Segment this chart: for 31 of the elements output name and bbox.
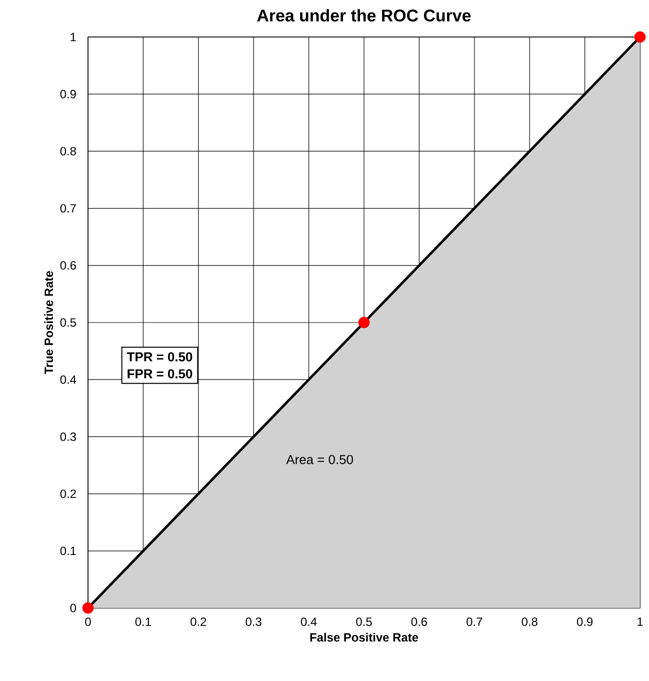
- point: [358, 316, 370, 328]
- y-tick-label: 0.7: [60, 204, 76, 213]
- annotation: Area = 0.50: [286, 454, 353, 464]
- point: [634, 31, 646, 43]
- x-tick-label: 1: [638, 618, 643, 626]
- x-tick-label: 0.1: [135, 618, 151, 626]
- annotation: TPR = 0.50: [126, 352, 192, 362]
- y-tick-label: 0.1: [60, 546, 76, 556]
- point: [82, 602, 94, 614]
- y-tick-label: 0.8: [60, 146, 76, 156]
- x-tick-label: 0.9: [576, 618, 593, 626]
- x-tick-label: 0.8: [522, 618, 538, 626]
- y-tick-label: 0.4: [60, 375, 76, 384]
- y-tick-label: 0.9: [60, 90, 76, 98]
- x-tick-label: 0.7: [466, 618, 482, 626]
- x-tick-label: 0: [85, 618, 91, 626]
- y-tick-label: 0: [70, 604, 76, 612]
- y-tick-label: 0.2: [60, 490, 76, 498]
- x-tick-label: 0.2: [190, 618, 206, 626]
- y-tick-label: 0.3: [60, 432, 76, 441]
- y-tick-label: 1: [70, 32, 76, 42]
- x-tick-label: 0.4: [300, 618, 317, 626]
- x-axis-title: False Positive Rate: [310, 632, 418, 642]
- y-tick-label: 0.5: [60, 318, 76, 327]
- y-tick-label: 0.6: [60, 261, 76, 270]
- chart-title: Area under the ROC Curve: [257, 9, 471, 22]
- x-tick-label: 0.3: [246, 618, 262, 626]
- x-tick-label: 0.6: [411, 618, 427, 626]
- y-axis-title: True Positive Rate: [44, 271, 54, 374]
- x-tick-label: 0.5: [356, 618, 372, 626]
- annotation: FPR = 0.50: [128, 369, 192, 378]
